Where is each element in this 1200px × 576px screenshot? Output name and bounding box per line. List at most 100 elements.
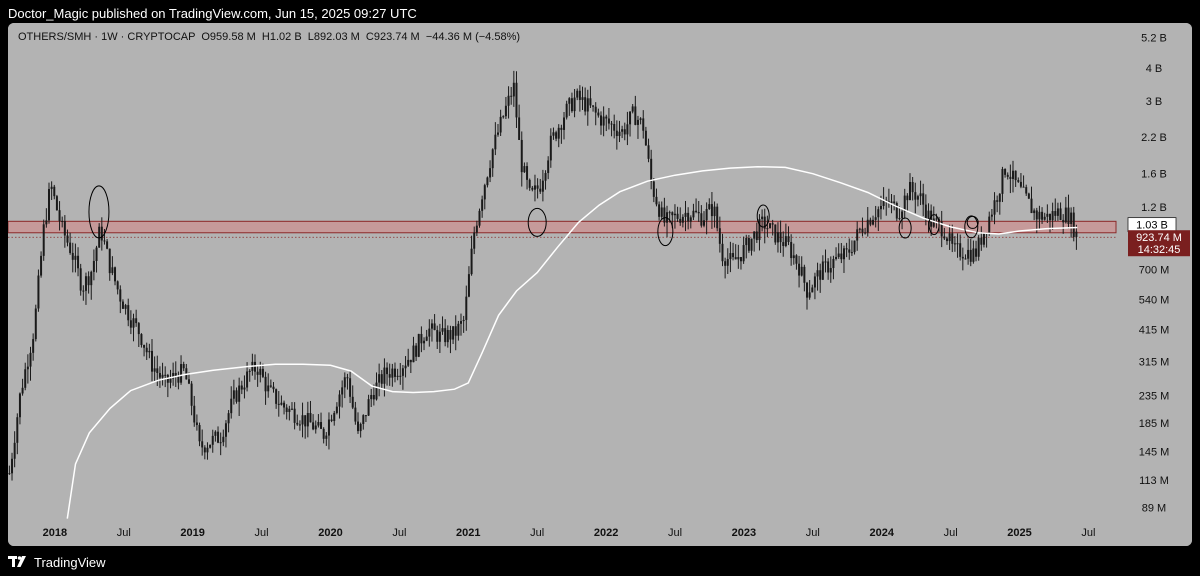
candle-body: [967, 249, 970, 259]
symbol-label: OTHERS/SMH · 1W · CRYPTOCAP: [18, 31, 196, 43]
candle-body: [116, 281, 119, 290]
candle-body: [55, 196, 58, 211]
candle-body: [961, 256, 964, 259]
candle-body: [539, 188, 542, 192]
x-tick-label: Jul: [530, 527, 544, 539]
publish-header: Doctor_Magic published on TradingView.co…: [0, 0, 1200, 27]
candle-body: [570, 98, 573, 112]
candle-body: [975, 248, 978, 257]
candle-body: [417, 333, 420, 357]
candle-body: [763, 216, 766, 229]
candle-body: [436, 330, 439, 342]
candle-body: [124, 305, 127, 309]
candle-body: [1067, 207, 1070, 224]
candle-body: [515, 82, 518, 118]
candle-body: [201, 441, 204, 448]
candle-body: [1025, 187, 1028, 194]
candle-body: [806, 282, 809, 298]
candle-body: [420, 333, 423, 344]
candle-body: [1030, 198, 1033, 214]
candle-body: [129, 320, 132, 328]
candle-body: [560, 127, 563, 130]
candle-body: [37, 275, 40, 309]
candle-body: [837, 253, 840, 257]
candle-body: [219, 442, 222, 444]
candle-body: [320, 422, 323, 429]
tradingview-logo-icon: [8, 556, 26, 567]
candle-body: [45, 220, 48, 225]
candle-body: [454, 326, 457, 336]
candle-body: [211, 435, 214, 445]
candle-body: [792, 255, 795, 259]
candle-body: [874, 217, 877, 220]
price-chart[interactable]: 5.2 B 4 B 3 B 2.2 B 1.6 B 1.2 B 700 M 540 M 415 …: [8, 23, 1192, 546]
candle-body: [108, 248, 111, 274]
current-price-label: 923.74 M: [1136, 232, 1182, 244]
candle-body: [618, 131, 621, 137]
candle-body: [357, 421, 360, 432]
candle-body: [972, 248, 975, 262]
candle-body: [811, 287, 814, 293]
candle-body: [713, 206, 716, 217]
candle-body: [629, 111, 632, 125]
candle-body: [877, 209, 880, 218]
annotation-circle: [527, 207, 547, 237]
candle-body: [755, 231, 758, 241]
candle-body: [800, 266, 803, 276]
candle-body: [856, 229, 859, 241]
candle-body: [718, 228, 721, 244]
candle-body: [180, 364, 183, 383]
candle-body: [549, 135, 552, 161]
candle-body: [922, 193, 925, 205]
candle-body: [776, 232, 779, 243]
y-tick-label: 540 M: [1139, 294, 1170, 306]
candle-body: [993, 200, 996, 215]
candle-body: [531, 187, 534, 190]
candle-body: [135, 318, 138, 324]
candle-body: [526, 166, 529, 180]
candle-body: [317, 422, 320, 426]
candle-body: [423, 340, 426, 344]
candle-body: [496, 132, 499, 135]
y-tick-label: 315 M: [1139, 357, 1170, 369]
candle-body: [47, 188, 50, 221]
x-tick-label: 2018: [43, 527, 67, 539]
chart-panel[interactable]: 5.2 B 4 B 3 B 2.2 B 1.6 B 1.2 B 700 M 540 M 415 …: [8, 23, 1192, 546]
candle-body: [63, 221, 66, 236]
candle-body: [890, 201, 893, 204]
candle-body: [457, 323, 460, 336]
candle-body: [668, 212, 671, 214]
candle-body: [1072, 212, 1075, 237]
candle-body: [499, 116, 502, 133]
candle-body: [164, 374, 167, 376]
candle-body: [518, 117, 521, 140]
candle-body: [581, 97, 584, 100]
candle-body: [182, 364, 185, 369]
candle-body: [489, 168, 492, 178]
candle-body: [813, 276, 816, 288]
candle-body: [16, 417, 19, 443]
candle-body: [771, 223, 774, 225]
candle-body: [671, 212, 674, 216]
candle-body: [610, 123, 613, 125]
x-tick-label: Jul: [668, 527, 682, 539]
candle-body: [256, 371, 259, 375]
candle-body: [293, 408, 296, 423]
candle-body: [349, 378, 352, 397]
candle-body: [26, 366, 29, 370]
candle-body: [79, 268, 82, 291]
candle-body: [1004, 169, 1007, 175]
candle-body: [325, 435, 328, 439]
candle-body: [32, 339, 35, 353]
candle-body: [87, 276, 90, 286]
candle-body: [695, 210, 698, 212]
candle-body: [346, 377, 349, 379]
x-tick-label: Jul: [255, 527, 269, 539]
candle-body: [1038, 211, 1041, 220]
candle-body: [1056, 208, 1059, 216]
candle-body: [758, 219, 761, 241]
candle-body: [137, 323, 140, 335]
candle-body: [217, 431, 220, 443]
candle-body: [341, 387, 344, 395]
candle-body: [187, 379, 190, 384]
